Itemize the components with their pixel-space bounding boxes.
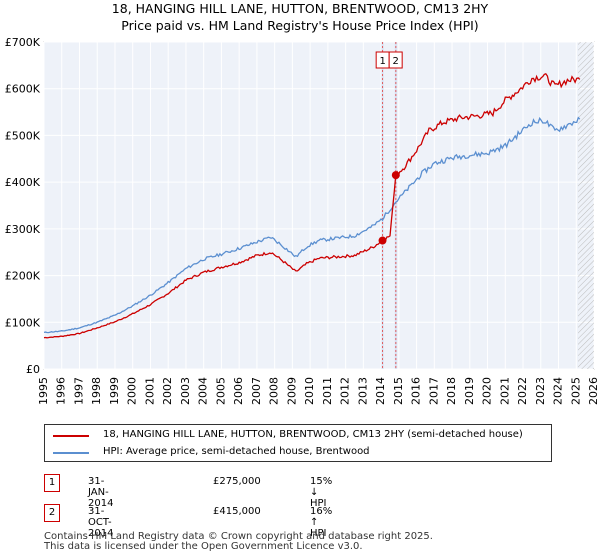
- x-tick-label: 2016: [410, 377, 423, 405]
- transaction-hpi: 16% ↑ HPI: [310, 506, 333, 539]
- future-hatch-area: [578, 42, 594, 369]
- y-tick-label: £200K: [5, 270, 41, 283]
- series-lines: [43, 73, 581, 339]
- x-tick-label: 2013: [356, 377, 369, 405]
- chart-title: 18, HANGING HILL LANE, HUTTON, BRENTWOOD…: [112, 1, 489, 16]
- transaction-markers: [378, 171, 400, 245]
- y-tick-label: £400K: [5, 176, 41, 189]
- transaction-price: £415,000: [213, 506, 261, 517]
- x-tick-label: 1995: [37, 377, 50, 405]
- x-tick-label: 2010: [303, 377, 316, 405]
- transaction-label: 1: [379, 56, 385, 67]
- x-tick-label: 2021: [498, 377, 511, 405]
- y-tick-label: £0: [26, 363, 40, 376]
- x-tick-label: 2011: [321, 377, 334, 405]
- x-tick-label: 2014: [374, 377, 387, 405]
- transaction-point: [391, 171, 400, 180]
- x-tick-label: 2003: [179, 377, 192, 405]
- x-tick-label: 2025: [569, 377, 582, 405]
- x-tick-label: 2015: [392, 377, 405, 405]
- gridlines: [43, 41, 595, 370]
- transaction-label: 2: [392, 56, 398, 67]
- x-tick-label: 2004: [197, 377, 210, 405]
- x-tick-label: 2000: [126, 377, 139, 405]
- y-axis-labels: £0 £100K £200K £300K £400K £500K £600K £700K: [5, 36, 41, 376]
- transaction-date: 31-OCT-2014: [88, 506, 114, 539]
- future-hatch: [578, 42, 594, 369]
- x-tick-label: 2007: [250, 377, 263, 405]
- transaction-band: [394, 42, 397, 369]
- transaction-price: £275,000: [213, 476, 261, 487]
- x-tick-label: 2026: [587, 377, 600, 405]
- x-tick-label: 1998: [90, 377, 103, 405]
- transaction-badge: 1: [44, 474, 60, 492]
- transaction-date: 31-JAN-2014: [88, 476, 114, 509]
- x-tick-label: 2018: [445, 377, 458, 405]
- x-axis-labels: 1995 1996 1997 1998 1999 2000 2001 2002 2003 2004…: [37, 377, 600, 405]
- x-tick-label: 2009: [285, 377, 298, 405]
- transaction-badge: 2: [44, 504, 60, 522]
- y-tick-label: £600K: [5, 83, 41, 96]
- legend-label-property: 18, HANGING HILL LANE, HUTTON, BRENTWOOD…: [103, 429, 523, 440]
- x-tick-label: 1996: [55, 377, 68, 405]
- price-chart: 18, HANGING HILL LANE, HUTTON, BRENTWOOD…: [5, 1, 600, 405]
- x-tick-label: 2001: [143, 377, 156, 405]
- x-tick-label: 1999: [108, 377, 121, 405]
- x-tick-label: 2024: [552, 377, 565, 405]
- transaction-hpi: 15% ↓ HPI: [310, 476, 333, 509]
- footer: Contains HM Land Registry data © Crown c…: [44, 532, 433, 552]
- x-tick-label: 2012: [339, 377, 352, 405]
- y-tick-label: £300K: [5, 223, 41, 236]
- legend-label-hpi: HPI: Average price, semi-detached house,…: [103, 446, 370, 457]
- x-tick-label: 2022: [516, 377, 529, 405]
- x-tick-label: 2020: [481, 377, 494, 405]
- y-tick-label: £100K: [5, 316, 41, 329]
- y-tick-label: £700K: [5, 36, 41, 49]
- x-tick-label: 2006: [232, 377, 245, 405]
- x-tick-label: 2019: [463, 377, 476, 405]
- transaction-label-box: [388, 51, 403, 69]
- y-tick-label: £500K: [5, 129, 41, 142]
- x-tick-label: 2008: [268, 377, 281, 405]
- chart-subtitle: Price paid vs. HM Land Registry's House …: [121, 18, 478, 33]
- hpi-series-line: [43, 116, 581, 334]
- footer-line-2: This data is licensed under the Open Gov…: [44, 541, 363, 552]
- legend-swatch-property: [53, 435, 89, 437]
- x-tick-label: 1997: [72, 377, 85, 405]
- legend: 18, HANGING HILL LANE, HUTTON, BRENTWOOD…: [44, 424, 552, 462]
- plot-area: [43, 41, 595, 370]
- transaction-band: [381, 42, 384, 369]
- transaction-point: [378, 236, 387, 245]
- x-tick-label: 2017: [427, 377, 440, 405]
- x-tick-label: 2002: [161, 377, 174, 405]
- x-tick-label: 2023: [534, 377, 547, 405]
- x-tick-label: 2005: [214, 377, 227, 405]
- property-series-line: [43, 73, 581, 339]
- legend-swatch-hpi: [53, 452, 89, 454]
- footer-line-1: Contains HM Land Registry data © Crown c…: [44, 531, 433, 542]
